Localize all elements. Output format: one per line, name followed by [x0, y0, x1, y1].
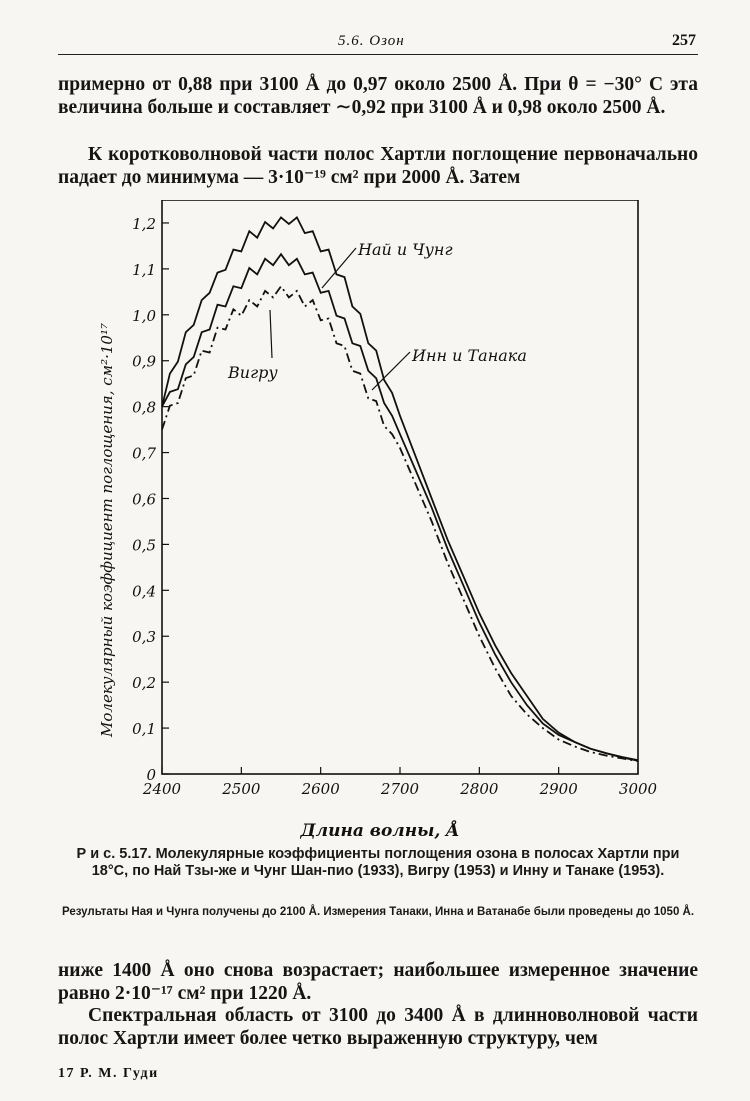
figure-caption: Р и с. 5.17. Молекулярные коэффициенты п…: [76, 846, 680, 879]
series-line: [161, 252, 639, 762]
y-tick-label: 0,4: [132, 582, 156, 600]
page-footer: 17 Р. М. Гуди: [58, 1066, 159, 1081]
y-tick-label: 0,6: [132, 490, 156, 508]
y-tick-label: 0,5: [132, 536, 156, 554]
paragraph-2: К коротковолновой части полос Хартли пог…: [58, 144, 698, 188]
absorption-chart: 0 0,1 0,2 0,3 0,4 0,5 0,6 0,7 0,8 0,9 1,0 1,1 1,2 24…: [98, 200, 658, 840]
y-tick-label: 0,2: [132, 674, 156, 692]
x-tick-label: 2900: [539, 780, 579, 798]
y-tick-label: 0,1: [132, 720, 156, 738]
x-axis: 2400 2500 2600 2700 2800 2900 3000: [142, 767, 658, 798]
series-label: Вигру: [227, 363, 278, 382]
series-leader-line: [269, 309, 273, 359]
y-axis: 0 0,1 0,2 0,3 0,4 0,5 0,6 0,7 0,8 0,9 1,0 1,1 1,2: [132, 215, 169, 784]
series-label: Инн и Танака: [411, 346, 527, 365]
section-title: 5.6. Озон: [338, 33, 405, 49]
series-leader-line: [371, 351, 411, 391]
figure-note: Результаты Ная и Чунга получены до 2100 …: [61, 906, 695, 918]
y-tick-label: 0,3: [132, 628, 156, 646]
series-line: [161, 215, 639, 762]
y-tick-label: 0: [146, 766, 156, 784]
x-tick-label: 2600: [301, 780, 341, 798]
page-number: 257: [672, 32, 696, 49]
x-tick-label: 2400: [142, 780, 182, 798]
y-tick-label: 1,2: [132, 215, 156, 233]
y-tick-label: 0,7: [132, 445, 156, 463]
x-tick-label: 3000: [619, 780, 658, 798]
paragraph-3: ниже 1400 Å оно снова возрастает; наибол…: [58, 960, 698, 1004]
x-axis-label: Длина волны, Å: [300, 819, 460, 840]
paragraph-4: Спектральная область от 3100 до 3400 Å в…: [58, 1005, 698, 1049]
running-header: 5.6. Озон 257: [58, 30, 698, 55]
x-tick-label: 2800: [459, 780, 499, 798]
paragraph-1: примерно от 0,88 при 3100 Å до 0,97 окол…: [58, 74, 698, 118]
y-tick-label: 0,8: [132, 399, 156, 417]
y-tick-label: 1,1: [132, 261, 156, 279]
x-tick-label: 2700: [380, 780, 420, 798]
series-labels: Най и Чунг Инн и Танака Вигру: [227, 240, 527, 391]
series-label: Най и Чунг: [357, 240, 453, 259]
x-tick-label: 2500: [221, 780, 261, 798]
series-leader-line: [321, 247, 357, 289]
y-tick-label: 1,0: [132, 307, 156, 325]
series-layer: [161, 215, 639, 762]
y-axis-label: Молекулярный коэффициент поглощения, см²…: [98, 323, 116, 738]
y-tick-label: 0,9: [132, 353, 156, 371]
series-line: [161, 284, 639, 762]
